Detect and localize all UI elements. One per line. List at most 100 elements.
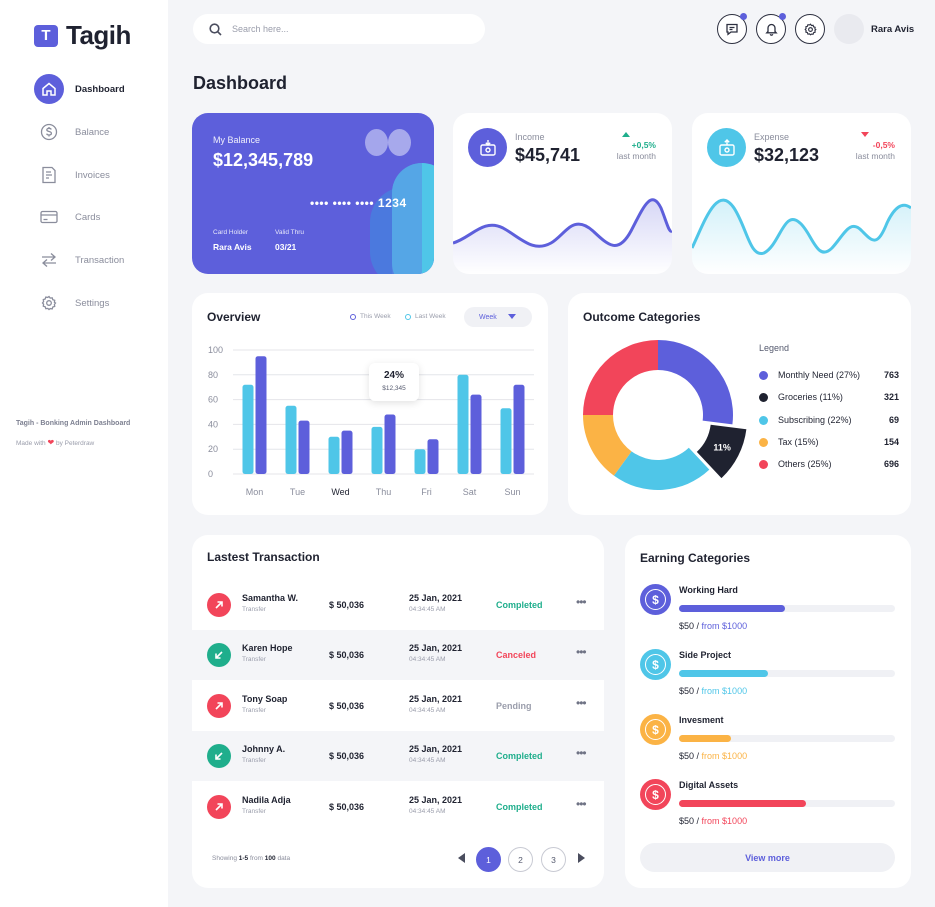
more-icon[interactable]: ••• — [576, 746, 587, 760]
footer-title: Tagih - Bonking Admin Dashboard — [16, 420, 131, 427]
search-input[interactable]: Search here... — [232, 24, 289, 34]
tx-amount: $ 50,036 — [329, 751, 365, 761]
tx-type: Transfer — [242, 707, 266, 714]
transactions-card: Lastest Transaction Samantha W. Transfer… — [192, 535, 604, 888]
card-icon — [34, 202, 64, 232]
expense-sparkline — [692, 198, 911, 274]
legend-value: 69 — [888, 415, 899, 425]
earning-amount: $50 / from $1000 — [679, 751, 748, 761]
tx-date: 25 Jan, 2021 — [409, 643, 463, 653]
earning-from: from $1000 — [701, 686, 748, 696]
donut-slice[interactable] — [583, 340, 658, 415]
bar — [427, 439, 439, 474]
earning-from: from $1000 — [701, 816, 748, 826]
more-icon[interactable]: ••• — [576, 696, 587, 710]
y-tick-label: 20 — [208, 444, 218, 454]
more-icon[interactable]: ••• — [576, 645, 587, 659]
notifications-button[interactable] — [756, 13, 786, 44]
legend-dot — [759, 370, 768, 380]
nav-item-dashboard[interactable]: Dashboard — [34, 74, 164, 104]
showing-suffix: data — [277, 855, 291, 862]
donut-slice[interactable] — [696, 424, 747, 479]
page-button[interactable]: 1 — [476, 847, 501, 872]
arrow-up-right-icon — [207, 694, 231, 718]
legend-label: Groceries (11%) — [778, 392, 843, 402]
legend-item: Tax (15%) 154 — [759, 435, 899, 449]
next-page-icon[interactable] — [578, 853, 585, 863]
legend-value: 696 — [883, 459, 899, 469]
more-icon[interactable]: ••• — [576, 797, 587, 811]
nav-item-balance[interactable]: Balance — [34, 117, 164, 147]
avatar[interactable] — [834, 14, 864, 44]
brand-logo[interactable]: T Tagih — [34, 20, 131, 51]
home-icon — [34, 74, 64, 104]
settings-button[interactable] — [795, 14, 825, 44]
chevron-down-icon — [508, 314, 516, 319]
legend-this-week[interactable]: This Week — [350, 313, 391, 320]
pagination-info: Showing 1-5 from 100 data — [212, 855, 290, 862]
bar — [371, 426, 383, 474]
tx-name: Samantha W. — [242, 593, 299, 603]
earning-name: Side Project — [679, 650, 732, 660]
showing-total: 100 — [264, 855, 276, 862]
messages-button[interactable] — [717, 13, 747, 44]
bar — [255, 356, 267, 474]
earning-progress — [679, 735, 895, 742]
tx-type: Transfer — [242, 757, 266, 764]
prev-page-icon[interactable] — [458, 853, 465, 863]
donut-slice[interactable] — [613, 447, 710, 490]
card-holder: Rara Avis — [213, 242, 252, 252]
earning-value: $50 — [679, 686, 695, 696]
expense-card[interactable]: Expense $32,123 -0,5% last month — [692, 113, 911, 274]
donut-slice[interactable] — [583, 415, 632, 476]
legend-last-week[interactable]: Last Week — [405, 313, 446, 320]
y-tick-label: 0 — [208, 469, 213, 479]
dollar-icon — [34, 117, 64, 147]
balance-card[interactable]: My Balance $12,345,789 •••• •••• •••• 12… — [192, 113, 434, 274]
transactions-title: Lastest Transaction — [207, 550, 320, 564]
legend-dot — [759, 415, 768, 425]
y-tick-label: 80 — [208, 370, 218, 380]
nav-label: Invoices — [75, 169, 110, 181]
table-row[interactable]: Johnny A. Transfer $ 50,036 25 Jan, 2021… — [192, 731, 604, 781]
earning-amount: $50 / from $1000 — [679, 621, 748, 631]
legend-label: Monthly Need (27%) — [778, 370, 861, 380]
view-more-button[interactable]: View more — [640, 843, 895, 872]
x-tick-label: Fri — [421, 487, 432, 497]
page-button[interactable]: 2 — [508, 847, 533, 872]
showing-prefix: Showing — [212, 855, 237, 862]
nav-item-transaction[interactable]: Transaction — [34, 245, 164, 275]
card-chip-circle — [365, 129, 388, 156]
nav-item-cards[interactable]: Cards — [34, 202, 164, 232]
tooltip-percent: 24% — [383, 370, 404, 381]
period-select[interactable]: Week — [464, 307, 532, 327]
user-name[interactable]: Rara Avis — [871, 24, 915, 35]
chat-icon — [726, 23, 738, 36]
nav-item-invoices[interactable]: Invoices — [34, 160, 164, 190]
table-row[interactable]: Karen Hope Transfer $ 50,036 25 Jan, 202… — [192, 630, 604, 680]
nav-label: Dashboard — [75, 83, 125, 95]
more-icon[interactable]: ••• — [576, 595, 587, 609]
legend-title: Legend — [759, 343, 790, 353]
search-bar[interactable]: Search here... — [193, 14, 485, 44]
bar — [457, 374, 469, 474]
footer-credit: Made with ❤ by Peterdraw — [16, 438, 94, 447]
tx-name: Tony Soap — [242, 694, 288, 704]
nav-item-settings[interactable]: Settings — [34, 288, 164, 318]
gear-icon — [34, 288, 64, 318]
tx-date: 25 Jan, 2021 — [409, 795, 463, 805]
table-row[interactable]: Tony Soap Transfer $ 50,036 25 Jan, 2021… — [192, 681, 604, 731]
bar — [470, 394, 482, 474]
page-button[interactable]: 3 — [541, 847, 566, 872]
tx-date: 25 Jan, 2021 — [409, 694, 463, 704]
income-sparkline — [453, 198, 672, 274]
donut-slice[interactable] — [658, 340, 733, 425]
table-row[interactable]: Nadila Adja Transfer $ 50,036 25 Jan, 20… — [192, 782, 604, 832]
legend-item: Groceries (11%) 321 — [759, 390, 899, 404]
table-row[interactable]: Samantha W. Transfer $ 50,036 25 Jan, 20… — [192, 580, 604, 630]
bar — [414, 449, 426, 474]
income-card[interactable]: Income $45,741 +0,5% last month — [453, 113, 672, 274]
dollar-icon: $ — [640, 649, 671, 680]
legend-value: 154 — [883, 437, 899, 447]
earning-progress — [679, 605, 895, 612]
